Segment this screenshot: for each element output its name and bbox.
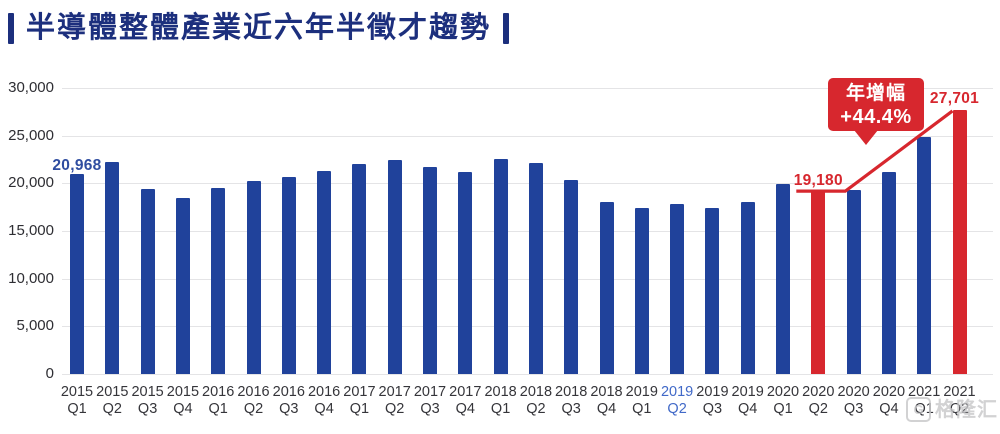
x-tick-label: 2017 Q1	[343, 384, 376, 417]
watermark: G 格隆汇	[906, 397, 998, 422]
bar-2020-q1	[776, 183, 790, 374]
x-tick-label: 2015 Q3	[131, 384, 164, 417]
title-right-bar-icon	[503, 13, 510, 44]
x-tick-label: 2019 Q2	[660, 384, 694, 417]
bar-2017-q3	[423, 167, 437, 374]
bar-2015-q4	[175, 197, 190, 374]
gridline	[62, 278, 993, 280]
bar-2017-q2	[387, 159, 402, 374]
x-tick-label: 2016 Q3	[272, 384, 305, 417]
y-tick-label: 30,000	[8, 79, 54, 96]
bar-2018-q4	[599, 202, 614, 374]
gridline	[62, 374, 993, 375]
bar-2019-q4	[740, 201, 755, 374]
y-tick-label: 0	[45, 365, 54, 382]
value-label: 27,701	[929, 89, 980, 107]
x-tick-label: 2019 Q3	[696, 384, 729, 417]
bar-2018-q3	[564, 179, 579, 374]
x-tick-label: 2020 Q1	[766, 384, 800, 417]
x-tick-label: 2015 Q2	[96, 384, 129, 417]
bar-2016-q4	[317, 170, 332, 374]
callout-tail-icon	[854, 130, 878, 145]
bar-2020-q3	[846, 190, 861, 374]
y-tick-label: 5,000	[16, 317, 54, 335]
bar-2020-q4	[881, 171, 896, 374]
y-tick-label: 20,000	[8, 174, 54, 192]
x-tick-label: 2020 Q3	[837, 384, 870, 417]
x-tick-label: 2016 Q2	[237, 384, 270, 417]
x-tick-label: 2017 Q4	[449, 384, 482, 417]
bar-2016-q1	[211, 187, 226, 374]
bar-2015-q2	[105, 162, 120, 374]
x-tick-label: 2019 Q1	[625, 384, 658, 417]
x-tick-label: 2018 Q2	[519, 384, 553, 417]
x-tick-label: 2018 Q4	[590, 384, 623, 417]
bar-2019-q3	[705, 207, 720, 374]
title-left-bar-icon	[8, 13, 14, 44]
x-tick-label: 2016 Q4	[307, 384, 341, 417]
x-tick-label: 2015 Q1	[60, 384, 94, 417]
x-tick-label: 2018 Q1	[484, 384, 517, 417]
bar-2021-q1	[917, 137, 932, 374]
bar-2018-q1	[493, 158, 508, 374]
x-tick-label: 2021 Q2	[943, 384, 976, 417]
bar-2018-q2	[528, 163, 543, 374]
bar-2019-q2	[670, 203, 685, 374]
y-tick-label: 25,000	[8, 126, 54, 144]
callout-value: +44.4%	[840, 106, 912, 128]
bar-2017-q1	[352, 164, 367, 374]
gelonghui-logo-icon: G	[906, 397, 931, 422]
gridline	[62, 183, 993, 185]
gridline	[62, 326, 993, 328]
bar-2017-q4	[458, 171, 473, 374]
bar-2015-q3	[140, 188, 155, 374]
callout-label: 年增幅	[845, 83, 906, 104]
bar-2016-q2	[246, 180, 261, 374]
x-tick-label: 2020 Q2	[802, 384, 835, 417]
x-tick-label: 2017 Q3	[413, 384, 447, 417]
x-tick-label: 2020 Q4	[872, 384, 906, 417]
bar-2016-q3	[281, 176, 296, 374]
value-label: 19,180	[793, 172, 843, 190]
y-tick-label: 10,000	[8, 269, 54, 287]
bar-2015-q1	[70, 174, 84, 374]
x-tick-label: 2018 Q3	[555, 384, 588, 417]
value-label: 20,968	[52, 157, 102, 175]
x-tick-label: 2015 Q4	[166, 384, 200, 417]
gridline	[62, 88, 993, 89]
x-tick-label: 2019 Q4	[731, 384, 764, 417]
page-title: 半導體整體產業近六年半徵才趨勢	[26, 12, 492, 44]
yoy-callout: 年增幅 +44.4%	[828, 78, 924, 145]
gridline	[62, 231, 993, 232]
gridline	[62, 135, 993, 137]
bar-2019-q1	[634, 207, 649, 374]
chart-header: 半導體整體產業近六年半徵才趨勢	[8, 12, 510, 45]
watermark-text: 格隆汇	[935, 398, 998, 421]
bar-2020-q2	[811, 191, 826, 374]
bar-2021-q2	[952, 109, 967, 374]
x-tick-label: 2017 Q2	[378, 384, 411, 417]
y-tick-label: 15,000	[8, 222, 54, 239]
x-tick-label: 2016 Q1	[202, 384, 235, 417]
